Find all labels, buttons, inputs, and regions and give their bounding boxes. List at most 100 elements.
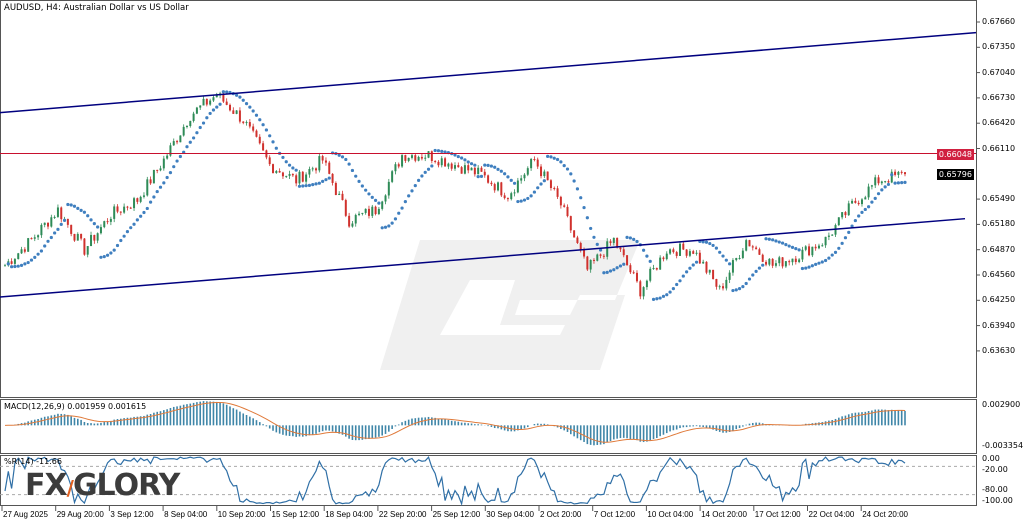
parabolic-sar-dot xyxy=(248,105,252,109)
parabolic-sar-dot xyxy=(344,157,348,162)
parabolic-sar-dot xyxy=(483,163,487,167)
candle-body xyxy=(384,195,387,202)
parabolic-sar-dot xyxy=(115,243,120,248)
candle-body xyxy=(159,168,162,171)
candle-body xyxy=(420,156,423,159)
candle-body xyxy=(305,174,308,182)
candle-body xyxy=(847,203,850,216)
parabolic-sar-dot xyxy=(605,270,609,274)
candle-body xyxy=(860,199,863,205)
parabolic-sar-dot xyxy=(555,157,560,162)
parabolic-sar-dot xyxy=(648,259,652,263)
parabolic-sar-dot xyxy=(463,158,467,162)
parabolic-sar-dot xyxy=(847,230,851,234)
parabolic-sar-dot xyxy=(840,241,844,245)
candle-body xyxy=(695,252,698,254)
parabolic-sar-dot xyxy=(645,254,649,258)
candle-body xyxy=(765,261,768,265)
candle-body xyxy=(139,196,142,202)
parabolic-sar-dot xyxy=(294,168,298,172)
price-axis-label: 0.67350 xyxy=(982,42,1016,52)
parabolic-sar-dot xyxy=(208,111,212,116)
candle-body xyxy=(434,160,437,162)
candle-body xyxy=(761,254,764,262)
parabolic-sar-dot xyxy=(26,260,30,265)
candle-body xyxy=(470,167,473,171)
parabolic-sar-dot xyxy=(135,218,139,222)
candle-body xyxy=(645,280,648,288)
parabolic-sar-dot xyxy=(235,93,239,97)
candle-body xyxy=(698,252,701,264)
candle-body xyxy=(53,216,56,218)
macd-axis-label: 0.002900 xyxy=(982,400,1021,409)
parabolic-sar-dot xyxy=(903,180,907,184)
parabolic-sar-dot xyxy=(274,146,278,150)
candle-body xyxy=(205,98,208,105)
candle-body xyxy=(890,171,893,183)
wpr-axis-label: -20.00 xyxy=(982,465,1008,474)
parabolic-sar-dot xyxy=(542,179,546,183)
parabolic-sar-dot xyxy=(387,224,391,228)
candle-body xyxy=(354,214,357,224)
candle-body xyxy=(887,181,890,183)
parabolic-sar-dot xyxy=(185,145,189,149)
candle-body xyxy=(358,213,361,215)
parabolic-sar-dot xyxy=(466,160,470,164)
parabolic-sar-dot xyxy=(430,164,434,168)
parabolic-sar-dot xyxy=(304,184,308,188)
parabolic-sar-dot xyxy=(142,210,146,215)
candle-body xyxy=(811,246,814,256)
price-axis-label: 0.65180 xyxy=(982,219,1016,229)
candle-body xyxy=(424,157,427,159)
time-axis-label: 30 Sep 04:00 xyxy=(486,510,534,519)
parabolic-sar-dot xyxy=(658,296,662,300)
candle-body xyxy=(553,187,556,189)
parabolic-sar-dot xyxy=(612,268,616,272)
candle-body xyxy=(629,265,632,273)
parabolic-sar-dot xyxy=(383,225,388,229)
candle-body xyxy=(152,169,155,184)
parabolic-sar-dot xyxy=(814,262,818,267)
candle-body xyxy=(827,235,830,237)
parabolic-sar-dot xyxy=(201,121,206,125)
candle-body xyxy=(804,246,807,250)
candle-body xyxy=(381,201,384,209)
candle-body xyxy=(129,207,132,209)
candle-body xyxy=(857,202,860,205)
candle-body xyxy=(877,177,880,184)
candle-body xyxy=(874,177,877,186)
wpr-label: %R(14) -11.66 xyxy=(4,457,62,466)
parabolic-sar-dot xyxy=(324,178,328,182)
parabolic-sar-dot xyxy=(522,198,527,202)
parabolic-sar-dot xyxy=(125,229,130,234)
candle-body xyxy=(712,269,715,280)
candle-body xyxy=(156,169,159,171)
wpr-axis-label: -80.00 xyxy=(982,485,1008,494)
parabolic-sar-dot xyxy=(741,285,745,289)
candle-body xyxy=(298,171,301,184)
candle-body xyxy=(490,182,493,185)
candle-body xyxy=(334,182,337,196)
candle-body xyxy=(652,268,655,270)
parabolic-sar-dot xyxy=(109,251,113,255)
time-axis-label: 22 Oct 04:00 xyxy=(808,510,855,519)
parabolic-sar-dot xyxy=(10,265,14,269)
parabolic-sar-dot xyxy=(711,243,715,248)
parabolic-sar-dot xyxy=(691,263,695,267)
parabolic-sar-dot xyxy=(76,206,80,210)
candle-body xyxy=(66,218,69,225)
parabolic-sar-dot xyxy=(718,250,722,254)
parabolic-sar-dot xyxy=(823,258,828,263)
time-axis-label: 29 Aug 20:00 xyxy=(56,510,104,519)
candle-body xyxy=(116,206,119,212)
candle-body xyxy=(864,197,867,200)
parabolic-sar-dot xyxy=(651,297,656,302)
candle-body xyxy=(497,182,500,191)
candle-body xyxy=(900,171,903,173)
candle-body xyxy=(745,240,748,251)
candle-body xyxy=(103,221,106,228)
parabolic-sar-dot xyxy=(347,162,351,166)
parabolic-sar-dot xyxy=(661,294,666,298)
